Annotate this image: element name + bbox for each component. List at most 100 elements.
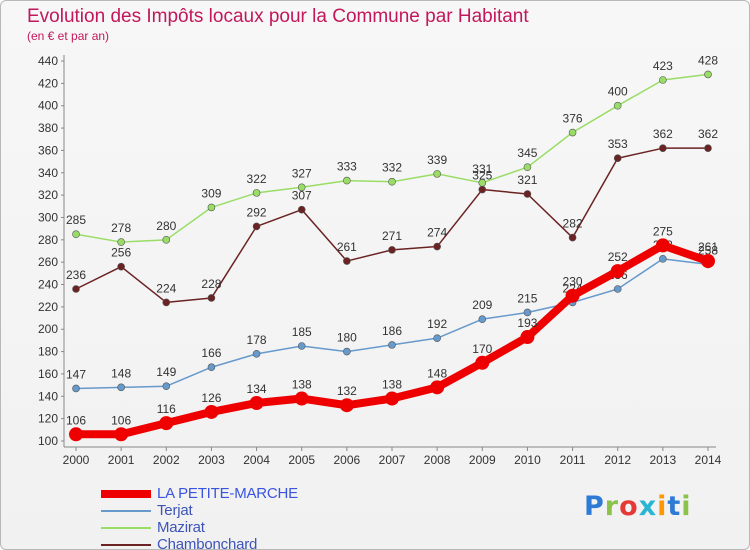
data-label-chambonchard: 282 xyxy=(563,217,583,231)
data-label-la-petite-marche: 193 xyxy=(517,316,537,330)
x-tick-label: 2003 xyxy=(198,453,225,467)
data-label-terjat: 180 xyxy=(337,331,357,345)
data-label-la-petite-marche: 134 xyxy=(247,382,267,396)
x-tick-label: 2004 xyxy=(243,453,270,467)
x-tick-label: 2006 xyxy=(334,453,361,467)
data-point-la-petite-marche xyxy=(610,264,625,279)
data-label-chambonchard: 271 xyxy=(382,229,402,243)
data-label-mazirat: 309 xyxy=(201,186,221,200)
data-label-chambonchard: 292 xyxy=(247,205,267,219)
data-label-mazirat: 285 xyxy=(66,213,86,227)
data-label-terjat: 186 xyxy=(382,324,402,338)
data-point-terjat xyxy=(343,347,351,356)
y-tick-label: 140 xyxy=(38,389,58,403)
data-label-mazirat: 333 xyxy=(337,160,357,174)
data-label-chambonchard: 307 xyxy=(292,189,312,203)
data-point-mazirat xyxy=(523,163,532,171)
y-tick-label: 340 xyxy=(38,166,58,180)
data-label-terjat: 192 xyxy=(427,317,447,331)
x-tick-label: 2013 xyxy=(650,453,677,467)
data-point-chambonchard xyxy=(704,144,712,152)
legend-label: Mazirat xyxy=(157,519,205,536)
y-tick-label: 240 xyxy=(38,278,58,292)
data-point-la-petite-marche xyxy=(701,254,715,269)
data-label-la-petite-marche: 252 xyxy=(608,250,628,264)
data-label-chambonchard: 261 xyxy=(337,240,357,254)
data-label-la-petite-marche: 138 xyxy=(292,378,312,392)
x-tick-label: 2009 xyxy=(469,453,496,467)
legend-label: Terjat xyxy=(157,502,193,519)
legend-swatch xyxy=(101,490,151,498)
data-point-terjat xyxy=(659,255,667,263)
data-label-mazirat: 345 xyxy=(517,146,537,160)
y-tick-label: 220 xyxy=(38,300,58,314)
y-tick-label: 180 xyxy=(38,345,58,359)
data-label-la-petite-marche: 116 xyxy=(157,402,176,416)
data-point-chambonchard xyxy=(659,144,667,152)
data-label-la-petite-marche: 261 xyxy=(698,240,718,254)
data-point-chambonchard xyxy=(478,185,487,194)
data-label-chambonchard: 274 xyxy=(427,226,447,240)
data-point-mazirat xyxy=(297,183,306,192)
data-label-la-petite-marche: 148 xyxy=(427,366,447,380)
x-tick-label: 2001 xyxy=(108,453,135,467)
proxiti-logo: Proxiti xyxy=(584,491,692,522)
y-tick-label: 100 xyxy=(38,434,58,448)
data-label-mazirat: 332 xyxy=(382,161,402,175)
data-point-la-petite-marche xyxy=(114,427,129,442)
data-point-la-petite-marche xyxy=(385,391,399,406)
data-label-mazirat: 327 xyxy=(292,166,312,180)
data-point-terjat xyxy=(478,315,487,323)
x-tick-label: 2010 xyxy=(514,453,541,467)
data-label-terjat: 185 xyxy=(292,325,312,339)
data-label-la-petite-marche: 230 xyxy=(563,275,583,289)
data-point-chambonchard xyxy=(72,285,80,293)
y-tick-label: 400 xyxy=(38,99,58,113)
data-label-chambonchard: 224 xyxy=(156,281,176,295)
data-label-la-petite-marche: 138 xyxy=(382,378,402,392)
y-tick-label: 320 xyxy=(38,188,58,202)
y-tick-label: 300 xyxy=(38,210,58,224)
data-point-la-petite-marche xyxy=(520,330,535,345)
y-tick-label: 360 xyxy=(38,143,58,157)
data-point-chambonchard xyxy=(568,233,577,242)
data-point-terjat xyxy=(388,341,396,349)
data-label-la-petite-marche: 132 xyxy=(337,384,357,398)
data-point-mazirat xyxy=(433,170,441,178)
data-point-la-petite-marche xyxy=(655,238,670,253)
data-label-chambonchard: 228 xyxy=(201,277,221,291)
data-label-chambonchard: 362 xyxy=(653,127,673,141)
data-point-terjat xyxy=(207,363,216,372)
data-label-terjat: 258 xyxy=(698,243,718,257)
data-point-chambonchard xyxy=(613,154,622,163)
x-tick-label: 2011 xyxy=(560,453,586,467)
data-label-mazirat: 322 xyxy=(247,172,267,186)
legend-swatch xyxy=(101,544,151,546)
data-label-la-petite-marche: 126 xyxy=(201,391,221,405)
y-tick-label: 380 xyxy=(38,121,58,135)
data-label-terjat: 147 xyxy=(66,367,86,381)
data-point-chambonchard xyxy=(297,205,306,214)
data-label-chambonchard: 236 xyxy=(66,268,86,282)
data-point-mazirat xyxy=(388,177,396,186)
data-point-la-petite-marche xyxy=(339,398,354,413)
legend-label: Chambonchard xyxy=(157,536,258,550)
chart-subtitle: (en € et par an) xyxy=(27,29,110,43)
data-label-mazirat: 423 xyxy=(653,59,673,73)
data-point-chambonchard xyxy=(388,246,396,254)
data-point-terjat xyxy=(117,383,125,392)
data-point-la-petite-marche xyxy=(69,427,83,442)
x-tick-label: 2000 xyxy=(63,453,90,467)
data-label-mazirat: 400 xyxy=(608,85,628,99)
x-tick-label: 2002 xyxy=(153,453,180,467)
data-point-chambonchard xyxy=(252,222,261,231)
data-point-terjat xyxy=(297,342,306,350)
y-tick-label: 200 xyxy=(38,322,58,336)
data-label-mazirat: 376 xyxy=(563,112,583,126)
data-point-chambonchard xyxy=(433,242,441,251)
data-point-mazirat xyxy=(117,238,125,246)
data-label-mazirat: 331 xyxy=(472,162,492,176)
data-label-chambonchard: 256 xyxy=(111,246,131,260)
data-point-mazirat xyxy=(659,76,667,84)
